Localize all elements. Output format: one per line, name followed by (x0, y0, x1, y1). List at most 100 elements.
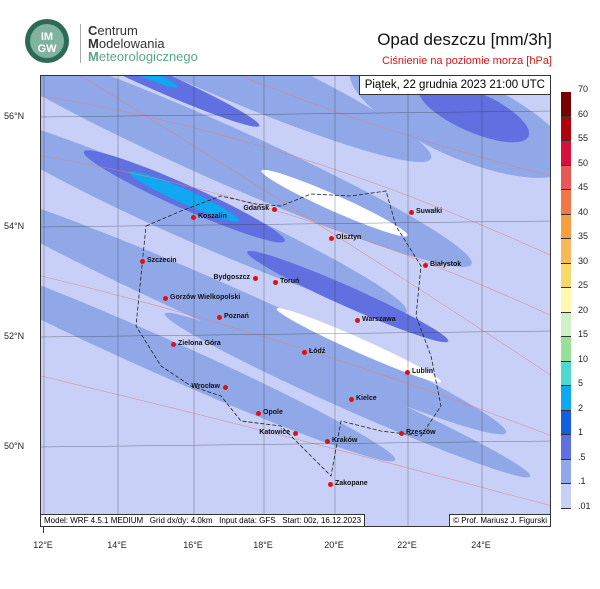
org-word: odelowania (98, 36, 165, 51)
legend-label: 40 (578, 206, 589, 217)
city-label: Warszawa (362, 316, 396, 323)
lat-label: 56°N (4, 111, 25, 121)
city-dot (256, 411, 261, 416)
city-label: Szczecin (147, 257, 177, 264)
city-label: Gorzów Wielkopolski (170, 294, 241, 301)
city-label: Olsztyn (336, 234, 362, 241)
legend-swatch (561, 263, 571, 288)
city-dot (272, 207, 277, 212)
city-dot (409, 210, 414, 215)
legend-swatch (561, 410, 571, 435)
legend-label: 35 (578, 231, 589, 241)
legend-label: 50 (578, 157, 589, 168)
precipitation-map: Piątek, 22 grudnia 2023 21:00 UTC Model:… (40, 75, 551, 527)
city-dot (405, 370, 410, 375)
legend-label: 30 (578, 255, 589, 266)
org-word: eteorologicznego (98, 49, 198, 64)
org-initial: M (88, 49, 99, 64)
city-dot (253, 276, 258, 281)
city-dot (140, 259, 145, 264)
city-label: Wrocław (191, 383, 220, 390)
city-dot (302, 350, 307, 355)
lat-label: 50°N (4, 441, 25, 451)
svg-text:GW: GW (38, 43, 58, 55)
poland-border (135, 190, 442, 477)
legend-swatch (561, 116, 571, 141)
color-legend (561, 92, 571, 509)
city-label: Opole (263, 409, 283, 416)
lon-label: 22°E (397, 540, 417, 550)
legend-swatch (561, 459, 571, 484)
org-initial: C (88, 23, 98, 38)
legend-label: 1 (578, 427, 584, 437)
legend-label: 5 (578, 378, 584, 388)
legend-label: .1 (578, 476, 586, 486)
city-dot (223, 385, 228, 390)
city-dot (399, 431, 404, 436)
city-label: Suwałki (416, 208, 443, 215)
city-dot (355, 318, 360, 323)
legend-label: 15 (578, 329, 589, 339)
legend-swatch (561, 435, 571, 460)
city-dot (293, 431, 298, 436)
legend-label: 70 (578, 84, 589, 94)
legend-swatch (561, 214, 571, 239)
city-label: Koszalin (198, 213, 227, 220)
city-label: Rzeszów (406, 429, 436, 436)
model-info: Model: WRF 4.5.1 MEDIUM Grid dx/dy: 4.0k… (41, 514, 366, 526)
legend-label: 25 (578, 280, 589, 290)
lon-label: 12°E (33, 540, 53, 550)
lon-label: 14°E (107, 540, 127, 550)
city-dot (423, 263, 428, 268)
map-title: Opad deszczu [mm/3h] (377, 30, 552, 49)
legend-swatch (561, 165, 571, 190)
city-label: Bydgoszcz (213, 274, 250, 281)
city-dot (329, 236, 334, 241)
legend-label: 55 (578, 133, 589, 143)
city-dot (163, 296, 168, 301)
city-label: Lublin (412, 368, 433, 375)
lat-label: 54°N (4, 221, 25, 231)
city-label: Zakopane (335, 480, 368, 487)
city-dot (328, 482, 333, 487)
legend-swatch (561, 312, 571, 337)
city-dot (217, 315, 222, 320)
organization-name: Centrum Modelowania Meteorologicznego (80, 24, 198, 63)
legend-swatch (561, 386, 571, 411)
city-label: Kraków (332, 437, 358, 444)
city-label: Kielce (356, 395, 377, 402)
city-dot (171, 342, 176, 347)
legend-swatch (561, 484, 571, 509)
legend-swatch (561, 190, 571, 215)
legend-label: 2 (578, 402, 584, 413)
city-label: Łódź (309, 348, 326, 355)
legend-swatch (561, 361, 571, 386)
legend-label: 10 (578, 353, 589, 364)
copyright: © Prof. Mariusz J. Figurski (449, 514, 550, 526)
lon-label: 16°E (183, 540, 203, 550)
legend-label: 45 (578, 182, 589, 192)
svg-text:IM: IM (41, 31, 53, 43)
forecast-time: Piątek, 22 grudnia 2023 21:00 UTC (358, 76, 550, 95)
lon-label: 18°E (253, 540, 273, 550)
legend-label: .5 (578, 451, 586, 462)
lon-label: 20°E (324, 540, 344, 550)
city-dot (191, 215, 196, 220)
legend-label: 20 (578, 304, 589, 315)
lon-tick (43, 527, 44, 533)
imgw-logo: IM GW (25, 19, 69, 63)
legend-swatch (561, 337, 571, 362)
city-label: Gdańsk (243, 205, 269, 212)
legend-swatch (561, 239, 571, 264)
precipitation-field (41, 76, 550, 526)
legend-swatch (561, 141, 571, 166)
city-dot (349, 397, 354, 402)
map-subtitle: Ciśnienie na poziomie morza [hPa] (382, 55, 552, 67)
city-label: Katowice (259, 429, 290, 436)
lon-label: 24°E (471, 540, 491, 550)
city-label: Białystok (430, 261, 462, 268)
city-dot (325, 439, 330, 444)
legend-swatch (561, 288, 571, 313)
city-label: Poznań (224, 313, 249, 320)
